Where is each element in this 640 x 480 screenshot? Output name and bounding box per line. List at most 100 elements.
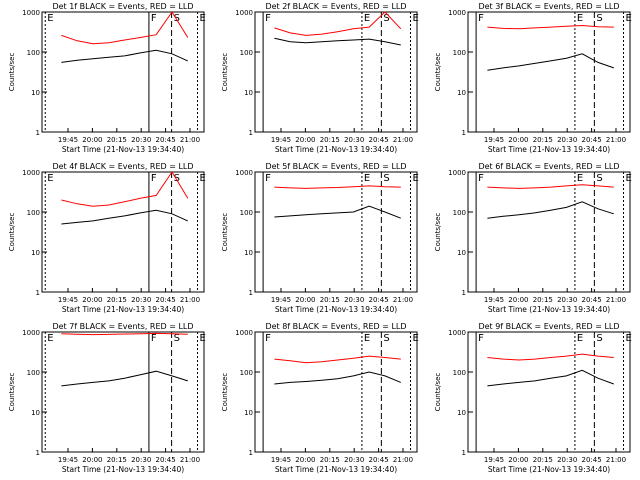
x-tick-label: 20:00 bbox=[295, 136, 315, 144]
y-tick-label: 1 bbox=[462, 129, 466, 137]
marker-label: S bbox=[596, 173, 602, 184]
y-tick-label: 100 bbox=[453, 209, 466, 217]
x-axis-label: Start Time (21-Nov-13 19:34:40) bbox=[275, 145, 397, 154]
x-tick-label: 19:45 bbox=[484, 136, 504, 144]
marker-label: E bbox=[364, 173, 370, 184]
y-tick-label: 100 bbox=[453, 49, 466, 57]
marker-label: S bbox=[596, 13, 602, 24]
x-tick-label: 20:15 bbox=[107, 296, 127, 304]
marker-label: E bbox=[413, 173, 419, 184]
x-tick-label: 20:45 bbox=[156, 136, 176, 144]
plot-frame bbox=[254, 171, 418, 293]
x-tick-label: 20:15 bbox=[320, 296, 340, 304]
marker-label: S bbox=[383, 333, 389, 344]
x-tick-label: 20:30 bbox=[344, 456, 364, 464]
x-axis-label: Start Time (21-Nov-13 19:34:40) bbox=[275, 465, 397, 474]
y-tick-label: 100 bbox=[240, 49, 253, 57]
plot-frame bbox=[467, 11, 631, 133]
marker-label: F bbox=[478, 13, 484, 24]
y-tick-label: 10 bbox=[457, 249, 466, 257]
x-tick-label: 20:45 bbox=[369, 136, 389, 144]
chart-panel: Det 6f BLACK = Events, RED = LLD 1 10 100 10… bbox=[434, 162, 632, 314]
marker-label: F bbox=[151, 333, 157, 344]
chart-title: Det 8f BLACK = Events, RED = LLD bbox=[265, 322, 406, 331]
y-tick-label: 1 bbox=[36, 129, 40, 137]
x-tick-label: 19:45 bbox=[271, 456, 291, 464]
x-tick-label: 20:45 bbox=[582, 296, 602, 304]
y-tick-label: 100 bbox=[27, 369, 40, 377]
chart-title: Det 6f BLACK = Events, RED = LLD bbox=[478, 162, 619, 171]
y-tick-label: 100 bbox=[240, 209, 253, 217]
x-axis-label: Start Time (21-Nov-13 19:34:40) bbox=[488, 145, 610, 154]
x-tick-label: 20:00 bbox=[82, 456, 102, 464]
marker-label: F bbox=[151, 173, 157, 184]
x-tick-label: 20:45 bbox=[369, 296, 389, 304]
marker-label: F bbox=[478, 333, 484, 344]
y-tick-label: 1000 bbox=[235, 169, 253, 177]
plot-frame bbox=[254, 331, 418, 453]
events-series-line bbox=[487, 369, 614, 387]
x-tick-label: 21:00 bbox=[180, 456, 200, 464]
marker-label: S bbox=[383, 13, 389, 24]
x-tick-label: 21:00 bbox=[393, 296, 413, 304]
x-tick-label: 21:00 bbox=[180, 136, 200, 144]
plot-frame bbox=[254, 11, 418, 133]
x-tick-label: 20:30 bbox=[131, 136, 151, 144]
marker-label: E bbox=[626, 333, 632, 344]
x-tick-label: 20:00 bbox=[508, 136, 528, 144]
x-tick-label: 20:15 bbox=[320, 136, 340, 144]
marker-label: E bbox=[577, 13, 583, 24]
marker-label: E bbox=[364, 333, 370, 344]
marker-label: F bbox=[265, 333, 271, 344]
lld-series-line bbox=[487, 24, 614, 30]
x-tick-label: 20:00 bbox=[508, 456, 528, 464]
lld-series-line bbox=[61, 332, 188, 336]
marker-label: F bbox=[265, 173, 271, 184]
lld-series-line bbox=[61, 171, 189, 207]
marker-label: E bbox=[577, 173, 583, 184]
y-tick-label: 10 bbox=[457, 409, 466, 417]
chart-title: Det 2f BLACK = Events, RED = LLD bbox=[265, 2, 406, 11]
y-axis-label: Counts/sec bbox=[8, 373, 16, 412]
x-tick-label: 19:45 bbox=[484, 296, 504, 304]
y-tick-label: 1 bbox=[249, 289, 253, 297]
x-tick-label: 20:15 bbox=[107, 456, 127, 464]
y-tick-label: 100 bbox=[27, 209, 40, 217]
plot-frame bbox=[467, 171, 631, 293]
marker-label: E bbox=[47, 13, 53, 24]
marker-label: E bbox=[413, 13, 419, 24]
events-series-line bbox=[274, 371, 401, 385]
y-tick-label: 1000 bbox=[235, 9, 253, 17]
lld-series-line bbox=[274, 355, 401, 364]
x-tick-label: 19:45 bbox=[58, 456, 78, 464]
x-axis-label: Start Time (21-Nov-13 19:34:40) bbox=[62, 145, 184, 154]
y-tick-label: 100 bbox=[27, 49, 40, 57]
marker-label: E bbox=[577, 333, 583, 344]
y-tick-label: 1 bbox=[249, 129, 253, 137]
x-tick-label: 20:30 bbox=[557, 136, 577, 144]
plot-frame bbox=[467, 331, 631, 453]
y-axis-label: Counts/sec bbox=[8, 53, 16, 92]
events-series-line bbox=[61, 209, 189, 225]
marker-label: E bbox=[200, 13, 206, 24]
y-tick-label: 1 bbox=[462, 289, 466, 297]
lld-series-line bbox=[61, 11, 189, 45]
x-tick-label: 21:00 bbox=[180, 296, 200, 304]
x-tick-label: 20:00 bbox=[508, 296, 528, 304]
y-axis-label: Counts/sec bbox=[221, 213, 229, 252]
chart-panel: Det 7f BLACK = Events, RED = LLD 1 10 100 10… bbox=[8, 322, 206, 474]
x-tick-label: 20:15 bbox=[533, 296, 553, 304]
events-series-line bbox=[487, 201, 614, 219]
x-tick-label: 20:30 bbox=[557, 296, 577, 304]
chart-title: Det 7f BLACK = Events, RED = LLD bbox=[52, 322, 193, 331]
x-axis-label: Start Time (21-Nov-13 19:34:40) bbox=[62, 465, 184, 474]
x-tick-label: 19:45 bbox=[271, 136, 291, 144]
y-tick-label: 1 bbox=[36, 449, 40, 457]
marker-label: E bbox=[413, 333, 419, 344]
y-tick-label: 100 bbox=[240, 369, 253, 377]
y-tick-label: 1 bbox=[36, 289, 40, 297]
y-tick-label: 1000 bbox=[448, 9, 466, 17]
y-tick-label: 1000 bbox=[22, 169, 40, 177]
marker-label: E bbox=[47, 333, 53, 344]
